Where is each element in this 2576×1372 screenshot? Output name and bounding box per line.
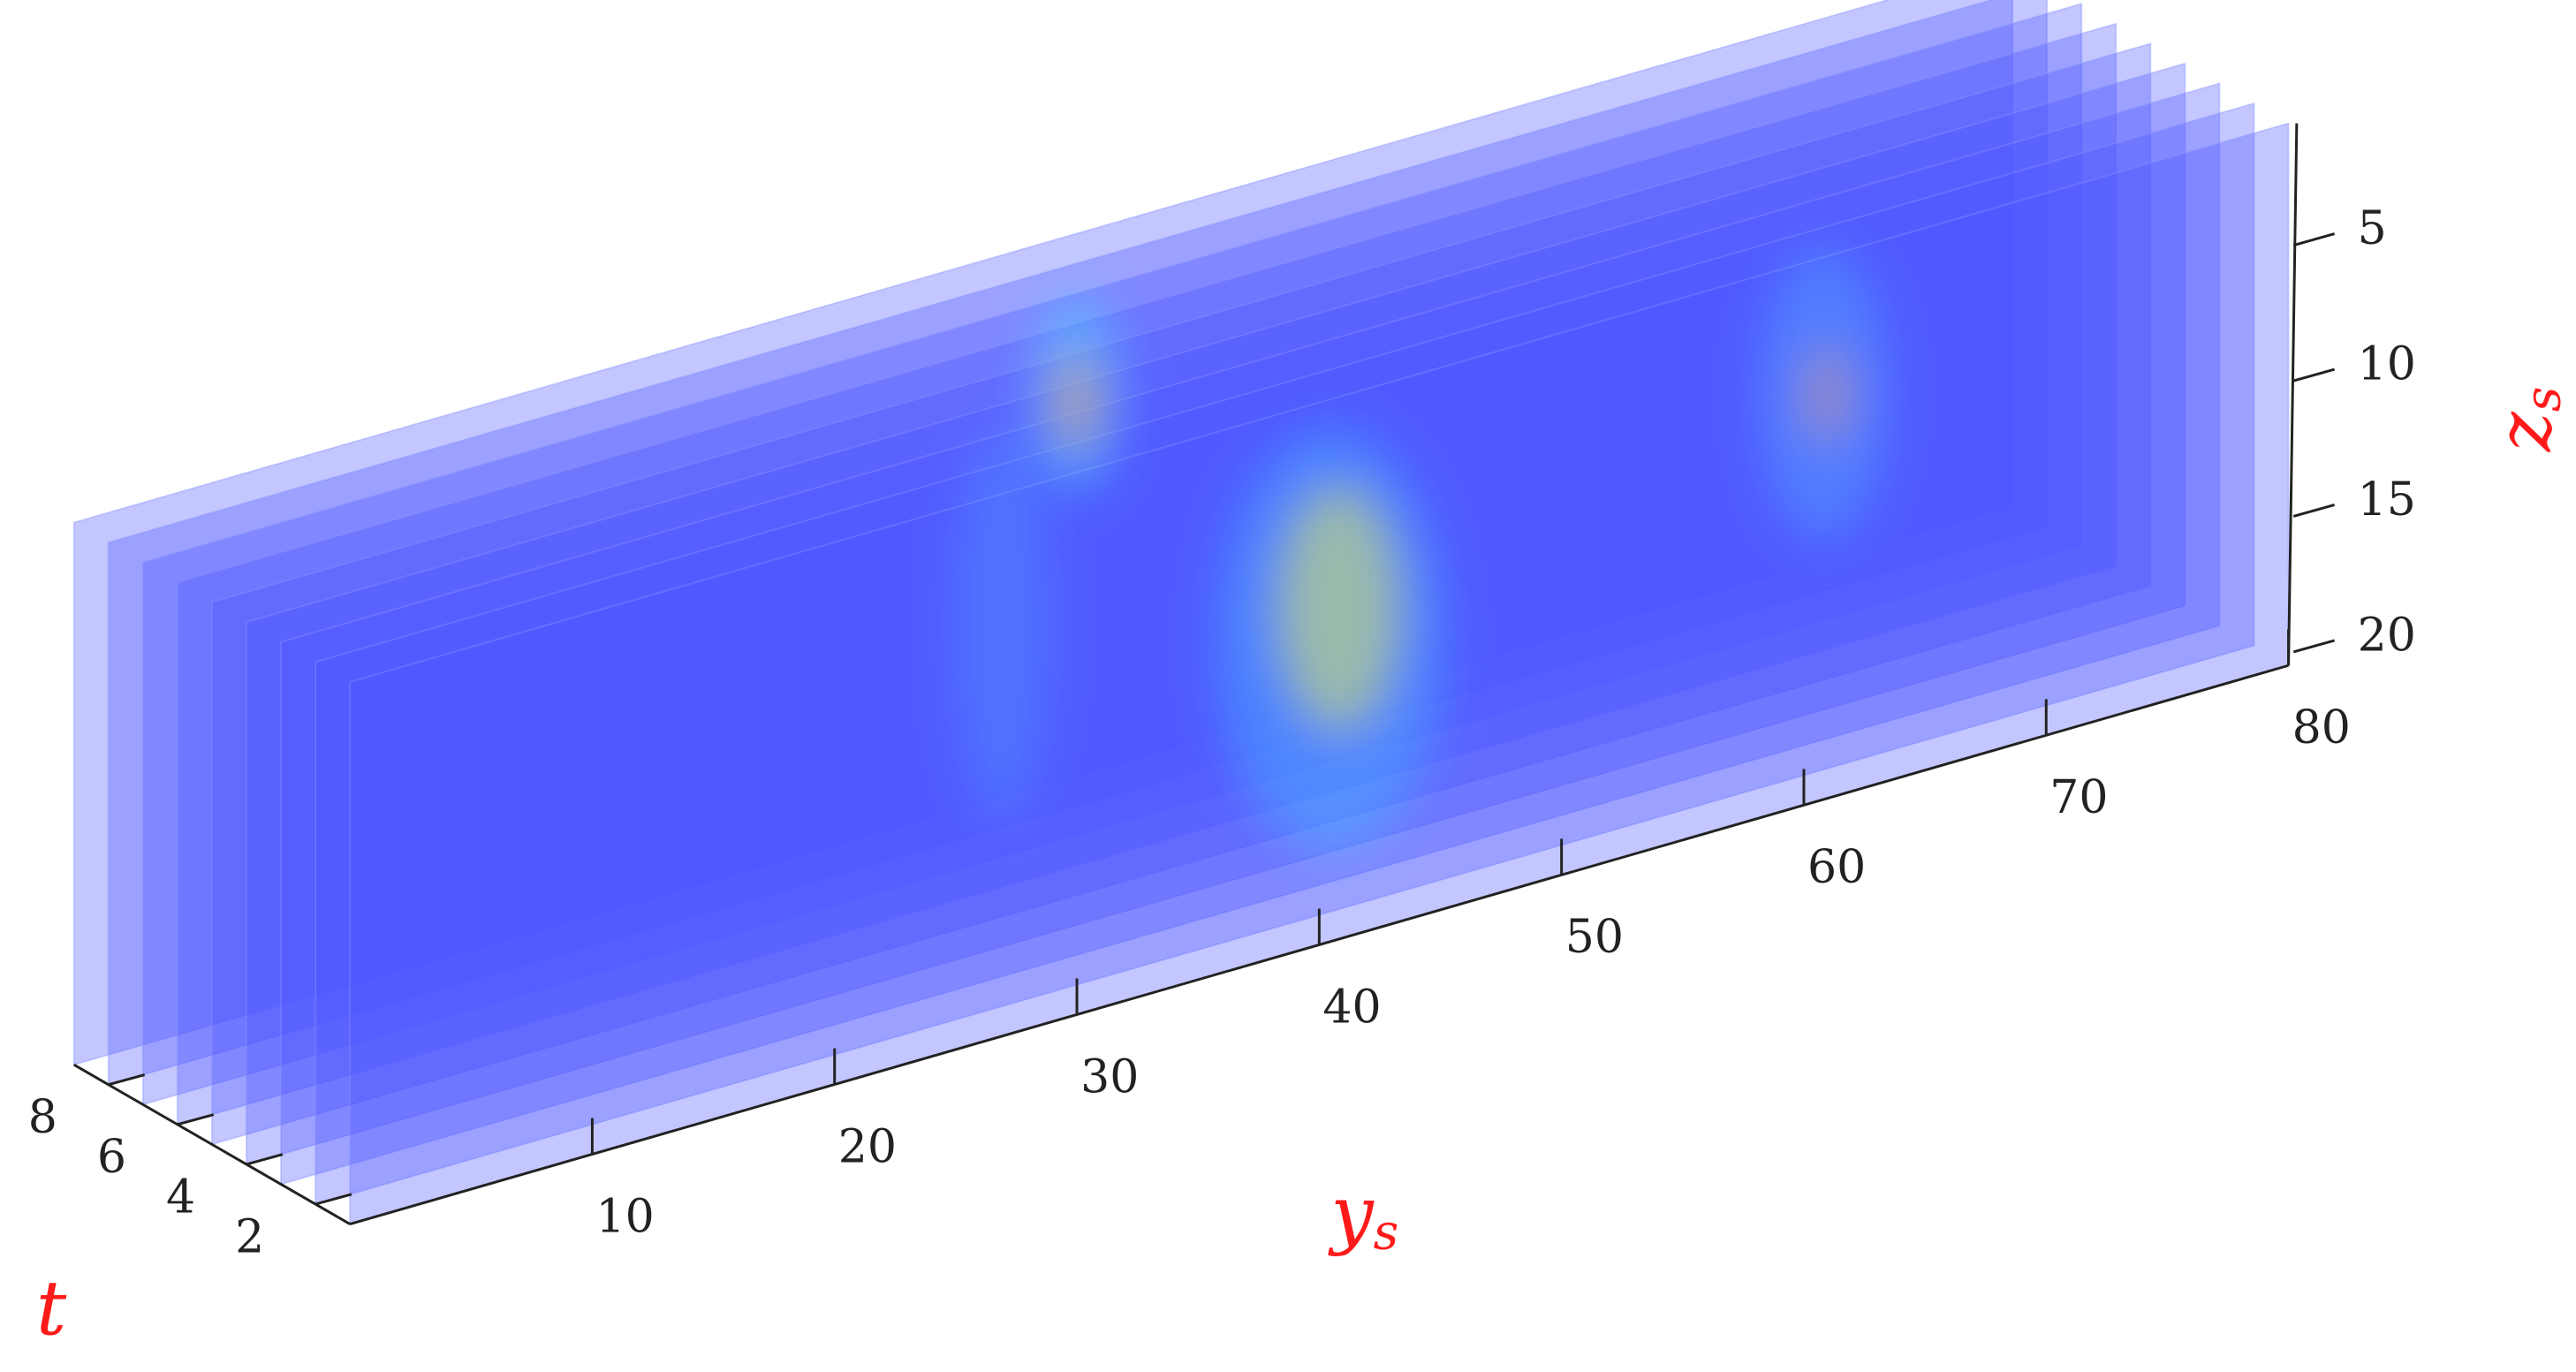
z-tick-label: 10 xyxy=(2358,338,2416,391)
x-label-base: y xyxy=(1327,1170,1375,1257)
t-tick-label: 8 xyxy=(28,1091,57,1144)
slices xyxy=(72,0,2290,1225)
x-tick-label: 40 xyxy=(1322,981,1381,1034)
highlight xyxy=(1216,427,1446,855)
x-tick-label: 80 xyxy=(2292,701,2351,754)
z-tick xyxy=(2292,368,2336,383)
t-tick xyxy=(108,1073,146,1087)
slice xyxy=(141,3,2083,1106)
z-tick xyxy=(2292,504,2336,518)
x-tick-label: 30 xyxy=(1080,1050,1139,1103)
z-tick xyxy=(2292,232,2336,247)
slice xyxy=(176,22,2118,1126)
z-tick-label: 5 xyxy=(2358,202,2387,255)
t-axis xyxy=(72,1063,351,1225)
x-tick-label: 70 xyxy=(2049,771,2108,824)
x-label-sub: s xyxy=(1374,1203,1399,1261)
t-tick-label: 4 xyxy=(166,1171,195,1224)
highlight xyxy=(1053,352,1100,452)
field-highlights xyxy=(952,246,1890,855)
z-label-sub: s xyxy=(2514,386,2572,412)
slice xyxy=(210,42,2152,1146)
t-tick-label: 2 xyxy=(235,1210,264,1263)
highlight xyxy=(952,427,1052,822)
z-tick-label: 20 xyxy=(2358,610,2416,663)
t-tick xyxy=(314,1193,352,1206)
t-tick xyxy=(177,1113,215,1126)
t-tick xyxy=(246,1153,284,1166)
z-label-base: z xyxy=(2481,411,2568,452)
slice xyxy=(107,0,2049,1086)
z-axis xyxy=(2287,123,2299,666)
slice xyxy=(246,62,2186,1166)
highlight xyxy=(1803,345,1851,444)
z-tick xyxy=(2292,639,2336,654)
x-tick-label: 10 xyxy=(595,1190,654,1243)
t-axis-label: t xyxy=(36,1265,67,1353)
t-tick-label: 6 xyxy=(97,1131,126,1184)
x-tick-label: 60 xyxy=(1807,841,1866,894)
z-tick-label: 15 xyxy=(2358,474,2416,527)
x-tick-label: 50 xyxy=(1565,911,1624,964)
z-axis-label: zs xyxy=(2481,386,2572,452)
x-tick-label: 20 xyxy=(838,1120,897,1173)
x-axis-label: ys xyxy=(1327,1170,1398,1261)
